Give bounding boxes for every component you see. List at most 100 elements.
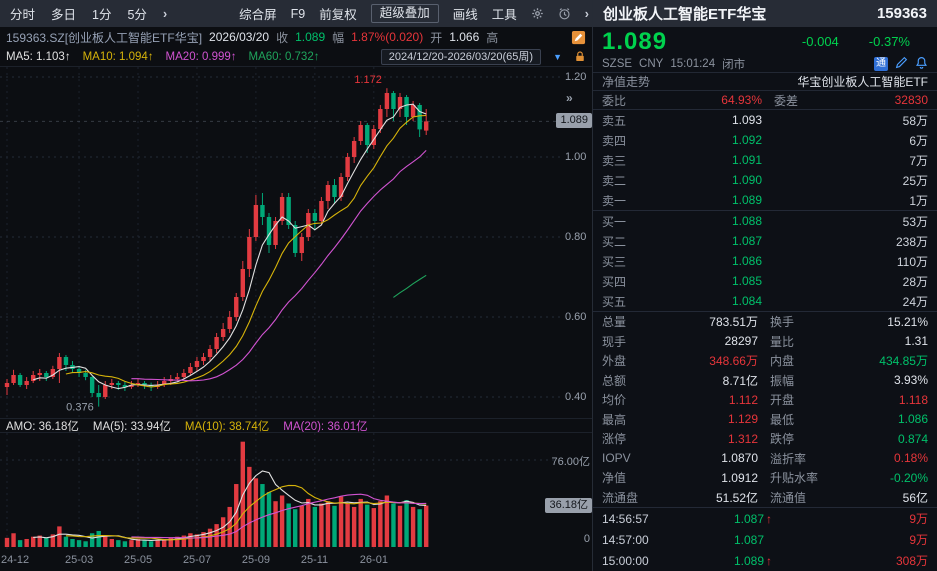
ask-row[interactable]: 卖四 1.092 6万	[593, 130, 937, 150]
tools-button[interactable]: 工具	[491, 8, 517, 22]
volume-bar	[227, 506, 232, 547]
forward-adjust-button[interactable]: 前复权	[319, 8, 357, 22]
period-more-arrow[interactable]: ›	[162, 6, 168, 21]
bid-label: 买四	[602, 274, 627, 289]
bid-volume: 110万	[896, 254, 928, 269]
stat-value: 51.52亿	[715, 490, 758, 505]
volume-bar	[24, 538, 29, 547]
candle-body	[312, 213, 318, 221]
volume-bar	[122, 541, 128, 547]
settings-gear-icon[interactable]	[531, 7, 544, 20]
stat-label: 量比	[770, 334, 795, 349]
volume-bar	[325, 501, 331, 547]
volume-chart[interactable]	[0, 433, 562, 551]
volume-bar	[358, 498, 363, 547]
weicha-value: 32830	[894, 93, 928, 107]
tab-5min[interactable]: 5分	[127, 8, 147, 22]
ask-row[interactable]: 卖五 1.093 58万	[593, 110, 937, 130]
close-label: 收	[276, 30, 289, 45]
tab-intraday[interactable]: 分时	[10, 8, 36, 22]
stat-label: 流通值	[770, 490, 807, 505]
f9-button[interactable]: F9	[290, 6, 306, 21]
candle-body	[424, 121, 429, 131]
alert-bell-icon[interactable]	[915, 56, 928, 72]
candle-body	[234, 297, 239, 317]
draw-line-button[interactable]: 画线	[452, 8, 478, 22]
volume-bar	[83, 541, 88, 547]
expand-panel-icon[interactable]: »	[566, 91, 573, 105]
volume-bar	[286, 503, 291, 547]
stat-row: 总量 783.51万 换手 15.21%	[593, 312, 937, 332]
toolbar-more-arrow[interactable]: ›	[584, 6, 589, 21]
price-axis-label: 0.60	[565, 311, 587, 323]
ask-label: 卖五	[602, 113, 627, 128]
time-axis-label: 24-12	[1, 554, 30, 566]
candle-body	[37, 373, 42, 375]
edit-pencil-icon[interactable]	[895, 56, 908, 72]
volume-chart-pane[interactable]: 76.00亿 0 36.18亿	[0, 432, 592, 551]
quote-action-icons: 通	[874, 56, 928, 72]
tab-multiday[interactable]: 多日	[51, 8, 77, 22]
lock-icon[interactable]	[574, 50, 586, 63]
bid-row[interactable]: 买五 1.084 24万	[593, 291, 937, 311]
ask-label: 卖三	[602, 153, 627, 168]
candlestick-chart-pane[interactable]: 1.172 0.376 » 1.089 1.20 1.00 0.80 0.60 0.40	[0, 66, 592, 419]
ma20-value: MA20: 0.999↑	[165, 50, 237, 63]
tab-1min[interactable]: 1分	[92, 8, 112, 22]
candle-body	[116, 383, 121, 385]
time-axis-label: 25-03	[65, 554, 94, 566]
range-dropdown-icon[interactable]: ▼	[553, 51, 562, 62]
date-range-selector[interactable]: 2024/12/20-2026/03/20(65周)	[380, 48, 542, 65]
bid-price: 1.084	[731, 294, 762, 308]
candle-body	[253, 205, 259, 237]
composite-screen-button[interactable]: 综合屏	[239, 8, 277, 22]
candle-body	[181, 373, 187, 377]
low-annotation: 0.376	[66, 402, 94, 414]
stat-value: 1.31	[904, 334, 928, 349]
amo-ma5-value: MA(5): 33.94亿	[92, 420, 171, 433]
volume-bar	[345, 503, 350, 547]
bid-row[interactable]: 买四 1.085 28万	[593, 271, 937, 291]
tong-badge-icon[interactable]: 通	[874, 57, 888, 71]
stat-value: 1.118	[898, 392, 928, 407]
candle-body	[266, 217, 272, 245]
candle-body	[89, 377, 95, 393]
quote-header: 创业板人工智能ETF华宝 159363	[593, 0, 937, 27]
fund-name-link[interactable]: 华宝创业板人工智能ETF	[797, 75, 928, 89]
candle-body	[338, 177, 344, 197]
candle-body	[109, 383, 114, 385]
stat-value: 1.086	[897, 412, 928, 427]
candle-body	[227, 317, 232, 329]
volume-bar	[37, 535, 42, 547]
volume-bar	[44, 537, 49, 547]
stat-row: 均价 1.112 开盘 1.118	[593, 390, 937, 410]
bid-row[interactable]: 买二 1.087 238万	[593, 231, 937, 251]
stat-row: 流通盘 51.52亿 流通值 56亿	[593, 488, 937, 508]
bar-date: 2026/03/20	[209, 30, 270, 44]
ask-row[interactable]: 卖二 1.090 25万	[593, 170, 937, 190]
open-value: 1.066	[449, 30, 480, 44]
ask-row[interactable]: 卖一 1.089 1万	[593, 190, 937, 210]
stat-value: 56亿	[902, 490, 928, 505]
candlestick-chart[interactable]: 1.172 0.376	[0, 67, 562, 419]
stat-value: 28297	[724, 334, 758, 349]
ask-price: 1.090	[731, 173, 762, 187]
stat-label: 溢折率	[770, 451, 807, 466]
bid-row[interactable]: 买三 1.086 110万	[593, 251, 937, 271]
alarm-clock-icon[interactable]	[558, 7, 571, 20]
volume-bar	[109, 538, 114, 547]
quote-time: 15:01:24	[670, 58, 716, 70]
ask-row[interactable]: 卖三 1.091 7万	[593, 150, 937, 170]
price-axis-label: 0.40	[565, 391, 587, 403]
nav-trend-tab[interactable]: 净值走势	[602, 75, 651, 89]
high-label: 高	[486, 30, 499, 45]
memo-pen-icon[interactable]	[571, 30, 586, 45]
bid-row[interactable]: 买一 1.088 53万	[593, 211, 937, 231]
stat-row: IOPV 1.0870 溢折率 0.18%	[593, 449, 937, 469]
ask-price: 1.091	[731, 153, 762, 167]
super-overlay-button[interactable]: 超级叠加	[370, 4, 439, 23]
candle-body	[4, 383, 10, 387]
candle-body	[103, 385, 108, 397]
stat-label: 换手	[770, 315, 795, 330]
